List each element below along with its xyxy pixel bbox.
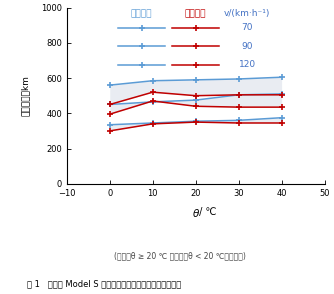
- Text: 70: 70: [241, 24, 253, 32]
- Text: / ℃: / ℃: [196, 207, 216, 217]
- Text: (假设：θ ≥ 20 ℃ 为冷气，θ < 20 ℃为暖气。): (假设：θ ≥ 20 ℃ 为冷气，θ < 20 ℃为暖气。): [115, 251, 246, 260]
- Text: 图 1   特斯拉 Model S 在不同温度及车速条件下的续航里程: 图 1 特斯拉 Model S 在不同温度及车速条件下的续航里程: [27, 279, 181, 288]
- Text: 开启空调: 开启空调: [185, 9, 206, 19]
- Text: 关闭空调: 关闭空调: [131, 9, 152, 19]
- Text: $\theta$: $\theta$: [192, 207, 200, 219]
- Text: 120: 120: [239, 60, 256, 69]
- Text: 续航里程／km: 续航里程／km: [21, 75, 30, 116]
- Text: 90: 90: [241, 42, 253, 51]
- Text: v/(km·h⁻¹): v/(km·h⁻¹): [224, 9, 271, 19]
